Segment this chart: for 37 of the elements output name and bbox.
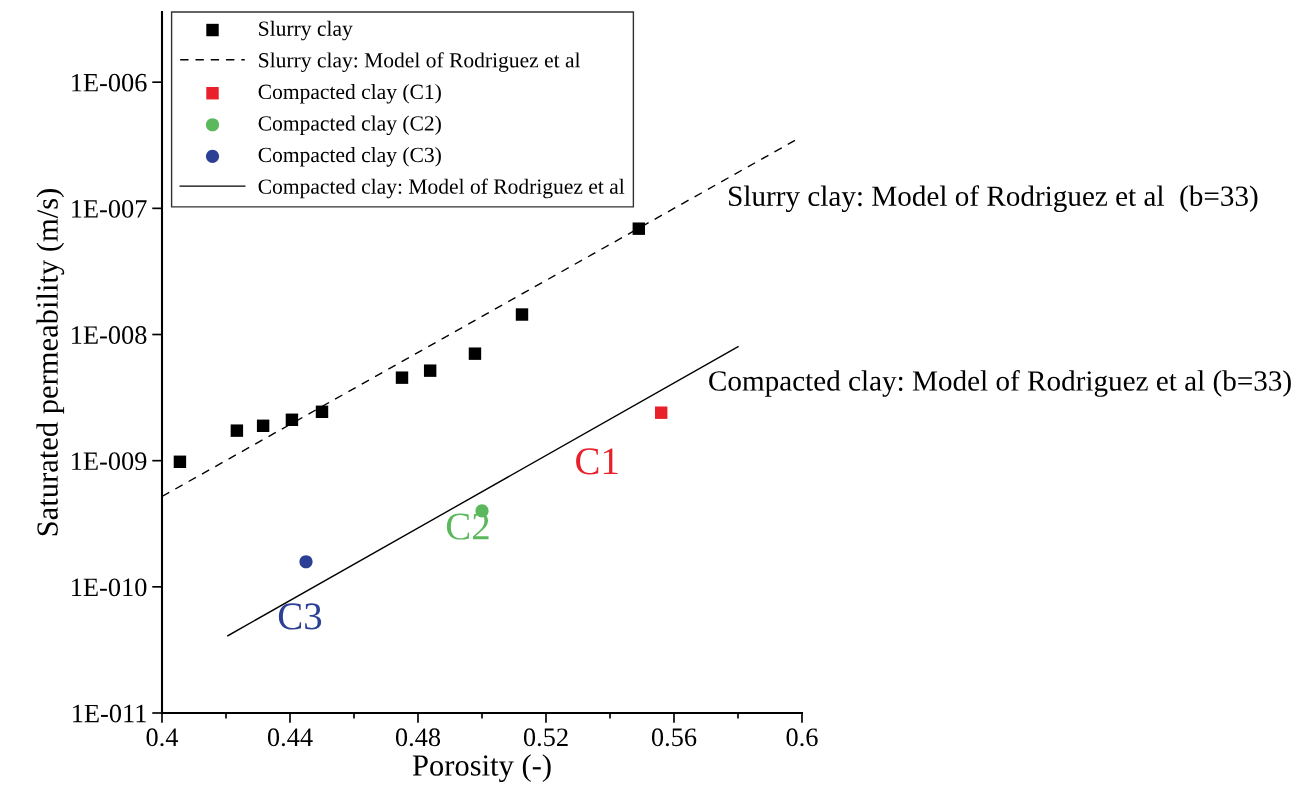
annotation: C1 — [576, 448, 618, 475]
legend-label: Slurry clay — [259, 20, 353, 41]
point — [654, 406, 668, 419]
point — [315, 405, 329, 419]
annotation: C2 — [446, 513, 489, 540]
annotation: Compacted clay: Model of Rodriguez et al (b=33) — [709, 370, 1291, 397]
y-tick-label: 1E-009 — [72, 452, 147, 471]
legend-label: Compacted clay (C1) — [258, 83, 441, 104]
point — [173, 455, 187, 468]
x-tick-label: 0.6 — [786, 728, 818, 747]
x-tick-label: 0.48 — [395, 728, 441, 747]
point — [299, 555, 313, 569]
y-axis-title: Saturated permeability (m/s) — [36, 189, 65, 536]
point — [515, 308, 529, 321]
legend-label: Compacted clay: Model of Rodriguez et al — [258, 178, 625, 199]
x-tick-label: 0.56 — [651, 728, 697, 747]
legend-label: Slurry clay: Model of Rodriguez et al — [259, 52, 581, 72]
point — [395, 371, 409, 384]
point — [230, 424, 244, 437]
point — [468, 347, 482, 360]
y-tick-label: 1E-008 — [72, 326, 147, 344]
point — [423, 364, 437, 377]
x-tick-label: 0.4 — [146, 728, 179, 747]
x-tick-label: 0.52 — [523, 728, 568, 747]
y-tick-label: 1E-011 — [73, 704, 146, 723]
annotation: Slurry clay: Model of Rodriguez et al (b=33) — [729, 185, 1258, 213]
point — [285, 413, 299, 426]
y-tick-label: 1E-006 — [72, 73, 147, 92]
y-tick-label: 1E-007 — [72, 199, 147, 218]
annotation: C3 — [278, 603, 322, 630]
y-tick-label: 1E-010 — [72, 578, 147, 597]
x-tick-label: 0.44 — [267, 728, 313, 747]
legend-label: Compacted clay (C2) — [258, 115, 441, 136]
x-axis-title: Porosity (-) — [412, 754, 551, 783]
point — [632, 222, 646, 235]
legend-label: Compacted clay (C3) — [258, 147, 441, 167]
point — [256, 419, 270, 433]
